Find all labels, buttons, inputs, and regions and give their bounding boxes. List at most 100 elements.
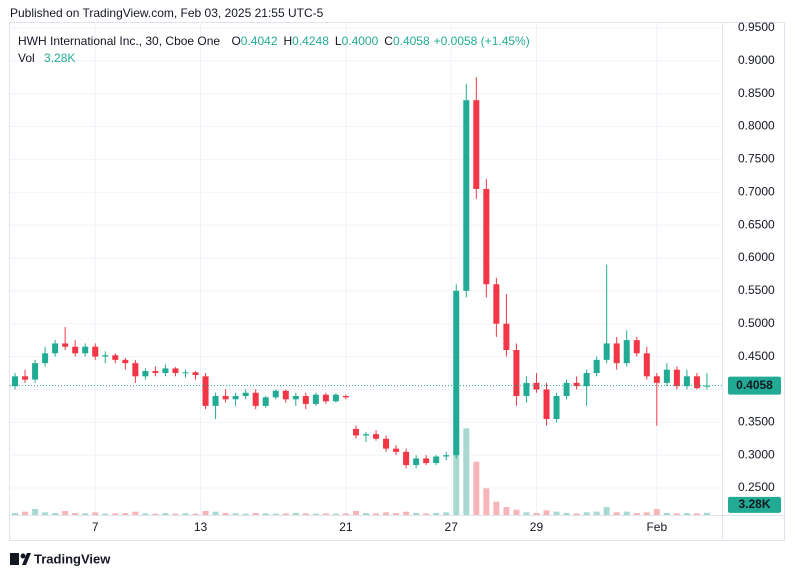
- volume-bar: [212, 511, 219, 515]
- candle-body: [152, 371, 159, 374]
- candle-body: [403, 451, 410, 466]
- volume-bar: [433, 513, 440, 515]
- volume-bar: [262, 513, 269, 515]
- candle-body: [553, 396, 560, 420]
- volume-bar: [312, 513, 319, 515]
- volume-bar: [362, 513, 370, 515]
- volume-bar: [22, 511, 29, 515]
- candle-body: [212, 396, 219, 406]
- y-tick-label: 0.9500: [738, 20, 775, 34]
- change: +0.0058 (+1.45%): [434, 34, 530, 48]
- ohlc-value: 0.4058: [393, 34, 430, 48]
- candle-body: [352, 428, 359, 436]
- candle-body: [633, 340, 640, 354]
- volume-bar: [693, 513, 700, 515]
- candle-body: [12, 376, 19, 387]
- volume-bar: [202, 511, 209, 515]
- candle-body: [142, 371, 149, 377]
- volume-bar: [623, 511, 630, 515]
- volume-bar: [563, 513, 570, 515]
- candle-body: [523, 382, 530, 397]
- volume-legend: Vol 3.28K: [18, 51, 75, 65]
- volume-bar: [643, 512, 650, 515]
- logo-text: TradingView: [34, 551, 111, 566]
- candle-body: [603, 343, 610, 360]
- candle-body: [302, 396, 309, 404]
- y-tick-label: 0.5000: [738, 316, 775, 330]
- x-tick-label: 29: [530, 520, 544, 534]
- volume-bar: [573, 513, 580, 515]
- candle-body: [132, 363, 139, 377]
- volume-bar: [583, 512, 590, 515]
- volume-bar: [373, 513, 380, 515]
- candle-body: [583, 373, 590, 387]
- volume-bar: [132, 511, 139, 515]
- volume-bar: [222, 513, 229, 515]
- candle-body: [443, 455, 450, 457]
- candle-body: [72, 346, 79, 354]
- candle-body: [162, 368, 169, 374]
- volume-bar: [162, 513, 169, 515]
- volume-bar: [493, 501, 500, 515]
- ohlc-key: H: [284, 34, 293, 48]
- volume-bar: [633, 513, 640, 515]
- x-tick-label: 27: [445, 520, 459, 534]
- volume-bar: [152, 513, 159, 515]
- volume-bar: [523, 512, 530, 515]
- candle-body: [262, 397, 269, 406]
- candle-body: [673, 369, 680, 387]
- candle-body: [623, 340, 630, 364]
- volume-bar: [473, 461, 480, 515]
- symbol: HWH International Inc., 30, Cboe One: [18, 34, 220, 48]
- volume-bar: [483, 488, 490, 515]
- volume-bar: [282, 513, 289, 515]
- volume-bar: [513, 509, 520, 515]
- x-tick-label: 21: [339, 520, 353, 534]
- volume-bar: [92, 512, 99, 515]
- y-tick-label: 0.8000: [738, 119, 775, 133]
- candle-body: [22, 376, 29, 380]
- candle-body: [393, 448, 400, 452]
- volume-bar: [52, 513, 59, 515]
- y-tick-label: 0.3000: [738, 447, 775, 461]
- candle-body: [252, 392, 259, 406]
- candle-body: [593, 359, 600, 374]
- x-tick-label: 13: [194, 520, 208, 534]
- volume-bar: [12, 513, 19, 515]
- volume-bar: [383, 512, 390, 515]
- ohlc-key: C: [384, 34, 393, 48]
- volume-bar: [112, 513, 119, 515]
- volume-bar: [463, 428, 470, 515]
- volume-bar: [332, 513, 339, 515]
- candle-body: [182, 372, 189, 374]
- candle-body: [693, 376, 700, 389]
- y-tick-label: 0.6000: [738, 250, 775, 264]
- candle-body: [513, 350, 520, 397]
- candle-body: [82, 346, 89, 354]
- candle-body: [322, 394, 329, 402]
- candle-body: [342, 396, 349, 398]
- volume-bar: [423, 513, 430, 515]
- candle-body: [232, 396, 239, 400]
- volume-bar: [673, 513, 680, 515]
- volume-bar: [102, 513, 109, 515]
- volume-bar: [663, 513, 670, 515]
- volume-bar: [292, 513, 299, 515]
- candle-body: [373, 434, 380, 439]
- volume-bar: [252, 513, 259, 515]
- x-tick-label: Feb: [646, 520, 667, 534]
- volume-bar: [182, 513, 189, 515]
- volume-bar: [613, 512, 620, 515]
- candle-body: [613, 343, 620, 364]
- volume-tag: [728, 496, 781, 513]
- candle-body: [62, 343, 69, 347]
- candle-body: [383, 438, 390, 449]
- volume-bar: [653, 509, 660, 515]
- volume-bar: [82, 513, 89, 515]
- legend: HWH International Inc., 30, Cboe One O0.…: [18, 34, 530, 48]
- volume-bar: [393, 513, 400, 515]
- y-tick-label: 0.8500: [738, 86, 775, 100]
- volume-bar: [72, 513, 79, 515]
- y-tick-label: 0.7500: [738, 152, 775, 166]
- candle-body: [42, 353, 49, 364]
